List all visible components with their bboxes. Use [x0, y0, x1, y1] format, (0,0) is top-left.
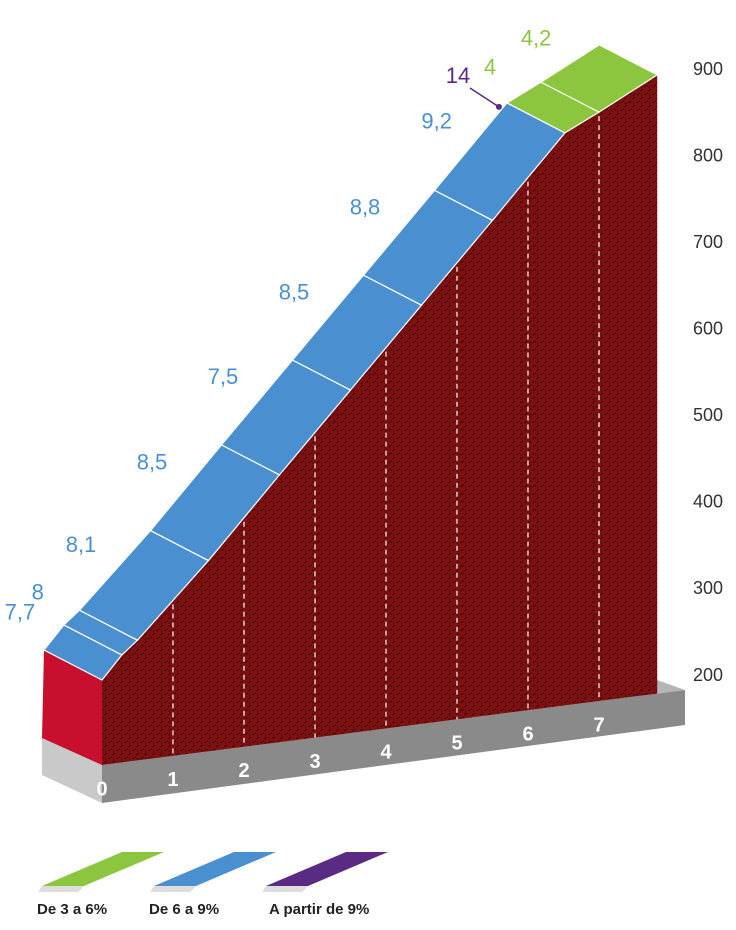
legend-swatch — [266, 852, 388, 886]
y-tick-label: 200 — [693, 665, 723, 685]
gradient-label: 4,2 — [521, 25, 552, 50]
legend-label: De 6 a 9% — [149, 901, 219, 918]
x-tick-label: 7 — [593, 714, 604, 736]
x-tick-label: 3 — [309, 751, 320, 773]
legend-swatch — [154, 852, 276, 886]
legend-label: A partir de 9% — [269, 901, 369, 918]
legend-shadow — [262, 886, 308, 892]
base-front — [102, 690, 685, 803]
profile-face — [102, 74, 658, 765]
annotation-dot — [495, 103, 502, 110]
x-tick-label: 0 — [96, 778, 107, 800]
start-face — [42, 650, 102, 765]
gradient-label: 9,2 — [421, 108, 452, 133]
legend-shadow — [150, 886, 196, 892]
annotation-line — [469, 87, 500, 108]
gradient-label: 8 — [32, 579, 44, 604]
legend-shadow — [38, 886, 84, 892]
x-tick-label: 1 — [167, 769, 178, 791]
gradient-label: 8,5 — [279, 279, 310, 304]
gradient-label: 8,8 — [350, 195, 381, 220]
y-tick-label: 800 — [693, 145, 723, 165]
y-tick-label: 400 — [693, 492, 723, 512]
y-tick-label: 900 — [693, 59, 723, 79]
y-tick-label: 300 — [693, 578, 723, 598]
y-tick-label: 600 — [693, 318, 723, 338]
x-tick-label: 4 — [380, 742, 392, 764]
x-tick-label: 6 — [522, 723, 533, 745]
gradient-label: 8,1 — [66, 532, 97, 557]
gradient-band — [539, 44, 659, 113]
gradient-label: 8,5 — [137, 450, 168, 475]
gradient-label: 7,5 — [208, 364, 239, 389]
y-tick-label: 500 — [693, 405, 723, 425]
gradient-label: 4 — [484, 54, 496, 79]
legend-label: De 3 a 6% — [37, 901, 107, 918]
y-tick-label: 700 — [693, 232, 723, 252]
legend-swatch — [42, 852, 164, 886]
x-tick-label: 2 — [238, 760, 249, 782]
base-side — [42, 738, 102, 803]
annotation: 14 — [446, 63, 470, 88]
x-tick-label: 5 — [451, 733, 462, 755]
gradient-label: 7,7 — [5, 599, 36, 624]
